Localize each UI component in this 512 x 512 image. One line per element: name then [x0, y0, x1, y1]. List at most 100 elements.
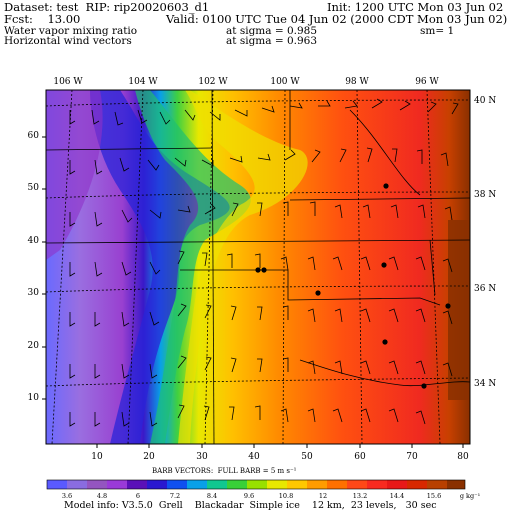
wind-barb [360, 408, 371, 423]
wind-barb [332, 408, 343, 423]
wind-barb [388, 256, 399, 271]
wind-barb [254, 405, 261, 420]
wind-barb [257, 306, 263, 321]
wind-barb [360, 308, 371, 323]
city-dot [381, 262, 387, 268]
plot-frame [42, 89, 471, 448]
wind-barb [280, 408, 289, 423]
x-tick-label: 80 [457, 452, 469, 462]
wind-barb [307, 308, 316, 323]
wind-barb [334, 204, 343, 219]
dataset-title: Dataset: test RIP: rip20020603_d1 [4, 0, 210, 14]
wind-barb [282, 201, 289, 216]
wind-barb [69, 412, 76, 427]
y-tick-label: 10 [27, 393, 39, 403]
city-dot [382, 339, 388, 345]
wind-barb [94, 364, 101, 379]
wind-barb [280, 256, 289, 271]
wind-barb [149, 209, 162, 219]
wind-barb [339, 148, 347, 163]
wind-barb [94, 261, 103, 277]
wind-barb [234, 109, 248, 117]
wind-barb [177, 355, 187, 369]
colorbar-label: 8.4 [206, 492, 218, 500]
colorbar-label: 9.6 [243, 492, 255, 500]
x-tick-label: 10 [91, 452, 103, 462]
colorbar [46, 479, 466, 490]
wind-barb [229, 406, 235, 421]
wind-barb [94, 211, 103, 227]
wind-barb [334, 308, 343, 323]
wind-barb [209, 111, 221, 121]
wind-barb [388, 408, 399, 423]
wind-barb [177, 303, 187, 317]
wind-barb [201, 159, 214, 167]
wind-barb [137, 109, 148, 124]
map-lines [46, 90, 470, 444]
wind-barb [282, 357, 289, 372]
colorbar-label: 4.8 [96, 492, 108, 500]
wind-barb [159, 111, 171, 125]
wind-barb [204, 203, 216, 215]
wind-barb [184, 109, 196, 121]
wind-barb [230, 305, 237, 321]
x-tick-label: 70 [406, 452, 418, 462]
wind-barb [121, 411, 130, 427]
wind-barb [149, 311, 160, 326]
wind-barb [203, 405, 210, 421]
wind-barb [226, 253, 233, 268]
wind-barb [231, 202, 239, 217]
wind-barb [362, 204, 371, 219]
model-info: Model info: V3.5.0 Grell Blackadar Simpl… [64, 500, 437, 511]
wind-barb [442, 258, 453, 273]
wind-barb [289, 102, 303, 109]
lon-label: 104 W [128, 77, 158, 87]
city-dot [421, 383, 427, 389]
wind-barb [257, 153, 271, 161]
wind-barb [311, 149, 321, 163]
colorbar-label: 10.8 [278, 492, 294, 500]
city-dot [445, 303, 451, 309]
wind-barb [177, 404, 185, 419]
lat-label: 36 N [474, 284, 497, 294]
wind-barb [307, 256, 316, 271]
wind-barb [254, 253, 261, 268]
wind-barb [344, 100, 358, 109]
wind-barb [415, 308, 426, 323]
colorbar-units: g kg⁻¹ [459, 492, 481, 500]
wind-barbs [69, 98, 459, 427]
wind-barb [416, 149, 423, 164]
lon-label: 102 W [198, 77, 228, 87]
wind-barb [121, 209, 133, 223]
wind-barb [69, 212, 76, 227]
wind-barb [230, 357, 237, 373]
wind-barb [366, 147, 373, 163]
y-tick-label: 40 [27, 236, 39, 246]
lon-label: 96 W [415, 77, 439, 87]
y-tick-label: 20 [27, 341, 39, 351]
valid-time: Valid: 0100 UTC Tue 04 Jun 02 (2000 CDT … [166, 12, 508, 26]
field1-level: at sigma = 0.985 [226, 25, 318, 37]
x-tick-label: 30 [196, 452, 208, 462]
wind-barb [257, 358, 263, 373]
lat-label: 34 N [474, 379, 497, 389]
moisture-field [46, 90, 470, 444]
city-dot [255, 267, 261, 273]
init-time: Init: 1200 UTC Mon 03 Jun 02 [327, 0, 504, 14]
wind-barb [69, 312, 76, 327]
wind-barb [415, 360, 426, 375]
wind-barb [399, 100, 411, 111]
wind-barb [392, 148, 398, 163]
wind-barb [119, 157, 130, 172]
wind-barb [388, 360, 399, 375]
wind-barb [415, 256, 426, 271]
wind-barb [177, 250, 185, 265]
wind-barb [284, 149, 296, 161]
wind-barb [149, 363, 158, 379]
colorbar-label: 13.2 [352, 492, 368, 500]
wind-barb [257, 202, 263, 217]
wind-barb [149, 261, 161, 275]
wind-barb [69, 262, 76, 277]
wind-barb [444, 206, 453, 221]
colorbar-label: 6 [135, 492, 141, 500]
